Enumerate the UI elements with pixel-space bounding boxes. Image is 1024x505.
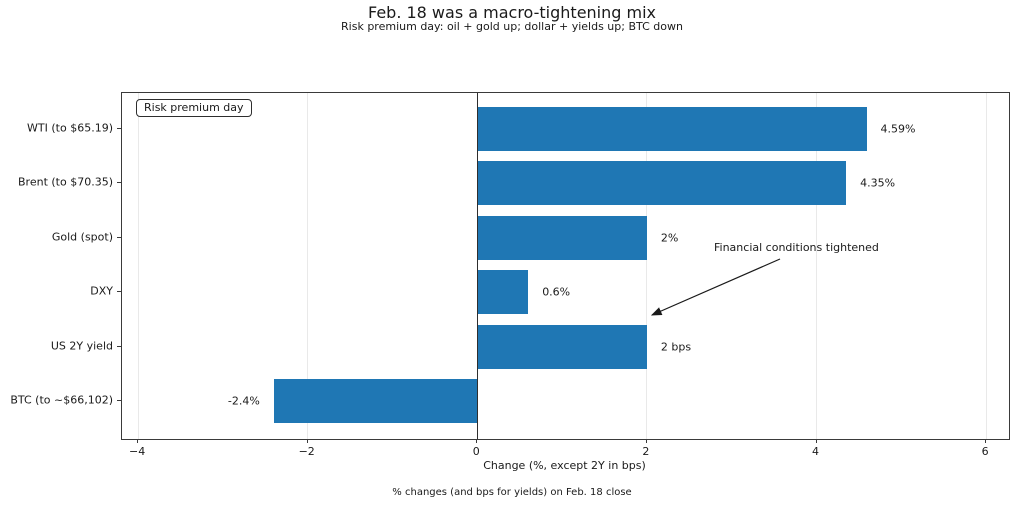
y-tick-label: WTI (to $65.19) bbox=[27, 121, 113, 135]
y-tick-mark bbox=[117, 400, 121, 401]
x-tick-label: 0 bbox=[472, 445, 480, 458]
bar bbox=[477, 161, 847, 206]
chart-title: Feb. 18 was a macro-tightening mix bbox=[367, 3, 657, 22]
bar-value-label: 0.6% bbox=[542, 285, 571, 299]
y-tick-mark bbox=[117, 291, 121, 293]
y-tick-mark bbox=[117, 345, 121, 347]
y-tick-label: Brent (to $70.35) bbox=[18, 175, 113, 189]
bar bbox=[477, 270, 529, 315]
bar-value-label: 4.35% bbox=[860, 176, 896, 190]
y-tick-mark bbox=[117, 236, 121, 238]
bar-value-label: 2 bps bbox=[660, 340, 692, 354]
annotation-text: Financial conditions tightened bbox=[714, 241, 879, 254]
y-tick-label: US 2Y yield bbox=[50, 339, 113, 353]
legend-box: Risk premium day bbox=[136, 99, 252, 117]
gridline bbox=[307, 93, 309, 439]
zero-line bbox=[476, 93, 478, 439]
x-axis-label: Change (%, except 2Y in bps) bbox=[483, 459, 646, 472]
bar bbox=[273, 379, 478, 423]
x-tick-label: −4 bbox=[129, 445, 146, 458]
y-tick-label: Gold (spot) bbox=[51, 230, 113, 244]
x-tick-label: 6 bbox=[981, 445, 989, 458]
bar-value-label: -2.4% bbox=[227, 394, 260, 408]
bar bbox=[477, 324, 647, 369]
y-tick-label: DXY bbox=[90, 284, 113, 298]
x-tick-mark bbox=[476, 439, 478, 443]
x-tick-mark bbox=[137, 439, 139, 443]
bar-value-label: 2% bbox=[660, 231, 679, 245]
plot-area: 4.59% 4.35% 2% 0.6% 2 bps -2.4% Risk premium … bbox=[121, 92, 1010, 440]
x-tick-label: 2 bbox=[642, 445, 650, 458]
footnote: % changes (and bps for yields) on Feb. 1… bbox=[392, 487, 632, 498]
gridline bbox=[816, 93, 817, 439]
y-tick-label: BTC (to ~$66,102) bbox=[10, 393, 113, 407]
legend-label: Risk premium day bbox=[144, 101, 244, 114]
x-tick-mark bbox=[306, 439, 308, 443]
gridline bbox=[985, 93, 987, 439]
bar bbox=[477, 215, 647, 260]
bar-value-label: 4.59% bbox=[880, 122, 916, 136]
gridline bbox=[646, 93, 648, 439]
chart-subtitle: Risk premium day: oil + gold up; dollar … bbox=[341, 20, 683, 33]
x-tick-label: −2 bbox=[298, 445, 315, 458]
x-tick-mark bbox=[645, 439, 647, 443]
bar bbox=[477, 107, 867, 151]
x-tick-label: 4 bbox=[812, 445, 819, 458]
y-tick-mark bbox=[117, 182, 121, 184]
x-tick-mark bbox=[815, 439, 817, 443]
y-tick-mark bbox=[117, 128, 121, 129]
x-tick-mark bbox=[985, 439, 987, 443]
gridline bbox=[137, 93, 139, 439]
